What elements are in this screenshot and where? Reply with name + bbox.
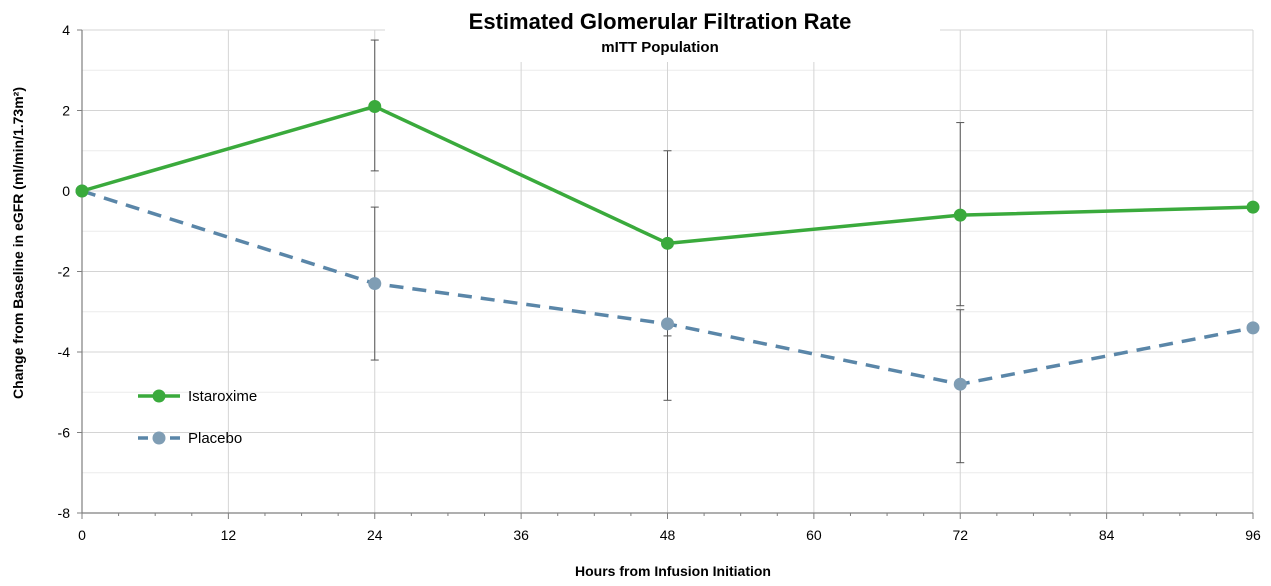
legend-marker-istaroxime — [152, 389, 166, 403]
legend-label-placebo: Placebo — [188, 430, 242, 447]
y-tick-label: -6 — [58, 425, 71, 441]
x-axis-label: Hours from Infusion Initiation — [575, 563, 771, 579]
x-tick-label: 36 — [513, 527, 529, 543]
x-tick-label: 24 — [367, 527, 383, 543]
x-tick-label: 48 — [660, 527, 676, 543]
x-tick-label: 12 — [221, 527, 237, 543]
data-point-istaroxime — [1246, 200, 1260, 214]
legend-marker-placebo — [152, 431, 166, 445]
error-bars — [370, 39, 965, 464]
chart-subtitle: mITT Population — [601, 39, 719, 56]
y-tick-label: -8 — [58, 505, 71, 521]
data-point-istaroxime — [368, 99, 382, 113]
series — [75, 99, 1260, 391]
title-backdrop — [385, 6, 940, 62]
chart-title: Estimated Glomerular Filtration Rate — [469, 9, 852, 34]
y-tick-label: -4 — [58, 344, 71, 360]
x-tick-label: 72 — [952, 527, 968, 543]
data-point-placebo — [1246, 321, 1260, 335]
data-point-placebo — [661, 317, 674, 331]
legend: Istaroxime Placebo — [138, 388, 257, 447]
data-point-istaroxime — [953, 208, 967, 222]
data-point-placebo — [368, 277, 382, 291]
y-tick-label: 4 — [62, 22, 70, 38]
y-tick-label: -2 — [58, 264, 71, 280]
axes: 4 2 0 -2 -4 -6 -8 0 12 24 36 48 60 72 84 96 — [58, 22, 1261, 543]
x-tick-label: 0 — [78, 527, 86, 543]
data-point-istaroxime — [661, 236, 674, 250]
data-point-placebo — [953, 377, 967, 391]
x-tick-label: 60 — [806, 527, 822, 543]
x-tick-label: 96 — [1245, 527, 1261, 543]
data-point-istaroxime — [75, 184, 89, 198]
x-tick-label: 84 — [1099, 527, 1115, 543]
legend-label-istaroxime: Istaroxime — [188, 388, 257, 405]
y-tick-label: 2 — [62, 103, 70, 119]
y-axis-label: Change from Baseline in eGFR (ml/min/1.7… — [10, 87, 26, 399]
y-tick-label: 0 — [62, 183, 70, 199]
